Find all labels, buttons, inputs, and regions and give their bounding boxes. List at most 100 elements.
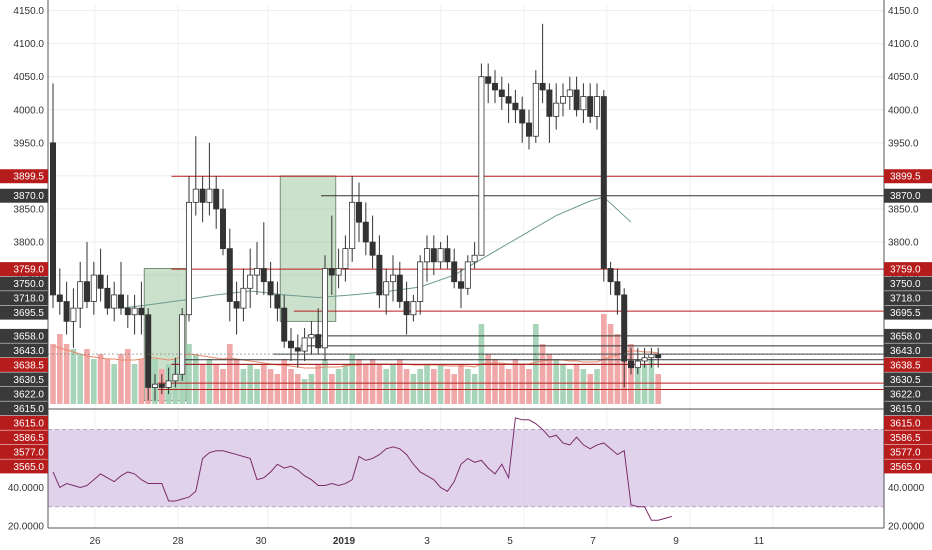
- candle-body: [316, 335, 321, 348]
- volume-bar: [227, 344, 233, 404]
- level-label-right: 3718.0: [890, 294, 921, 305]
- rsi-band: [48, 429, 884, 506]
- candle-body: [91, 275, 96, 301]
- volume-bar: [404, 369, 410, 404]
- candle-body: [567, 90, 572, 97]
- price-tick-right: 4000.0: [888, 105, 919, 116]
- volume-bar: [220, 369, 226, 404]
- volume-bar: [356, 359, 362, 404]
- candle-body: [234, 302, 239, 309]
- volume-bar: [71, 349, 77, 404]
- volume-bar: [431, 369, 437, 404]
- candle-body: [146, 315, 151, 388]
- candle-body: [105, 288, 110, 308]
- volume-bar: [540, 344, 546, 404]
- volume-bar: [268, 369, 274, 404]
- level-label-left: 3695.5: [13, 308, 44, 319]
- candle-body: [118, 295, 123, 308]
- volume-bar: [499, 364, 505, 404]
- time-tick: 11: [754, 536, 765, 547]
- price-tick-right: 3950.0: [888, 138, 919, 149]
- candle-body: [84, 282, 89, 302]
- volume-bar: [77, 354, 83, 404]
- level-label-left: 3759.0: [13, 265, 44, 276]
- moving-average-line: [121, 197, 631, 308]
- candle-body: [261, 268, 266, 281]
- volume-bar: [377, 364, 383, 404]
- candle-body: [329, 268, 334, 275]
- candle-body: [479, 77, 484, 256]
- candle-body: [350, 202, 355, 248]
- time-tick: 26: [89, 536, 101, 547]
- candle-body: [458, 282, 463, 289]
- candle-body: [377, 255, 382, 295]
- volume-bar: [288, 369, 294, 404]
- level-label-right: 3622.0: [890, 389, 921, 400]
- candle-body: [506, 97, 511, 104]
- candle-body: [112, 295, 117, 308]
- level-label-left: 3630.5: [13, 375, 44, 386]
- candle-body: [540, 83, 545, 90]
- candle-body: [336, 268, 341, 275]
- price-tick-right: 4150.0: [888, 6, 919, 17]
- candle-body: [322, 268, 327, 347]
- volume-bar: [383, 369, 389, 404]
- candle-body: [431, 249, 436, 262]
- candle-body: [295, 348, 300, 351]
- candle-body: [581, 97, 586, 110]
- candle-body: [492, 83, 497, 90]
- candle-body: [445, 249, 450, 262]
- level-label-left: 3750.0: [13, 279, 44, 290]
- rsi-tick-right: 40.0000: [888, 483, 925, 494]
- volume-bar: [111, 364, 117, 404]
- volume-bar: [526, 369, 532, 404]
- price-tick-left: 4100.0: [13, 39, 44, 50]
- candle-body: [288, 341, 293, 348]
- volume-bar: [139, 359, 145, 404]
- candle-body: [628, 361, 633, 368]
- level-label-left: 3565.0: [13, 462, 44, 473]
- candle-body: [574, 90, 579, 110]
- candle-body: [152, 384, 157, 387]
- candle-body: [241, 288, 246, 308]
- candle-body: [547, 90, 552, 116]
- candle-body: [499, 90, 504, 97]
- horizontal-levels: [158, 176, 884, 389]
- candlesticks: [50, 24, 660, 401]
- candle-body: [50, 143, 55, 295]
- candle-body: [642, 358, 647, 361]
- volume-bar: [64, 344, 70, 404]
- candle-body: [193, 189, 198, 202]
- level-labels: 3899.5 3899.53870.0 3870.03759.0 3759.03750…: [0, 169, 932, 473]
- candle-body: [513, 103, 518, 110]
- candle-body: [411, 302, 416, 315]
- volume-bar: [322, 359, 328, 404]
- candle-body: [615, 282, 620, 295]
- candle-body: [180, 315, 185, 375]
- candle-body: [520, 110, 525, 123]
- price-tick-left: 4050.0: [13, 72, 44, 83]
- rsi-tick-left: 20.0000: [8, 522, 45, 533]
- candle-body: [601, 97, 606, 269]
- volume-bar: [390, 364, 396, 404]
- level-label-right: 3638.5: [890, 360, 921, 371]
- price-tick-right: 3800.0: [888, 238, 919, 249]
- candle-body: [282, 308, 287, 341]
- candle-body: [404, 302, 409, 315]
- volume-bar: [50, 344, 56, 404]
- price-tick-right: 4050.0: [888, 72, 919, 83]
- candle-body: [220, 209, 225, 249]
- volume-bar: [254, 369, 260, 404]
- candle-body: [248, 275, 253, 288]
- candle-body: [370, 242, 375, 255]
- level-label-right: 3695.5: [890, 308, 921, 319]
- time-tick: 9: [673, 536, 679, 547]
- level-label-left: 3615.0: [13, 404, 44, 415]
- rsi-panel: [48, 418, 884, 520]
- volume-bar: [424, 364, 430, 404]
- level-label-right: 3577.0: [890, 447, 921, 458]
- candle-body: [78, 282, 83, 308]
- price-chart[interactable]: 4150.0 4150.04100.0 4100.04050.0 4050.04000…: [0, 0, 932, 550]
- candle-body: [397, 275, 402, 301]
- candle-body: [166, 381, 171, 388]
